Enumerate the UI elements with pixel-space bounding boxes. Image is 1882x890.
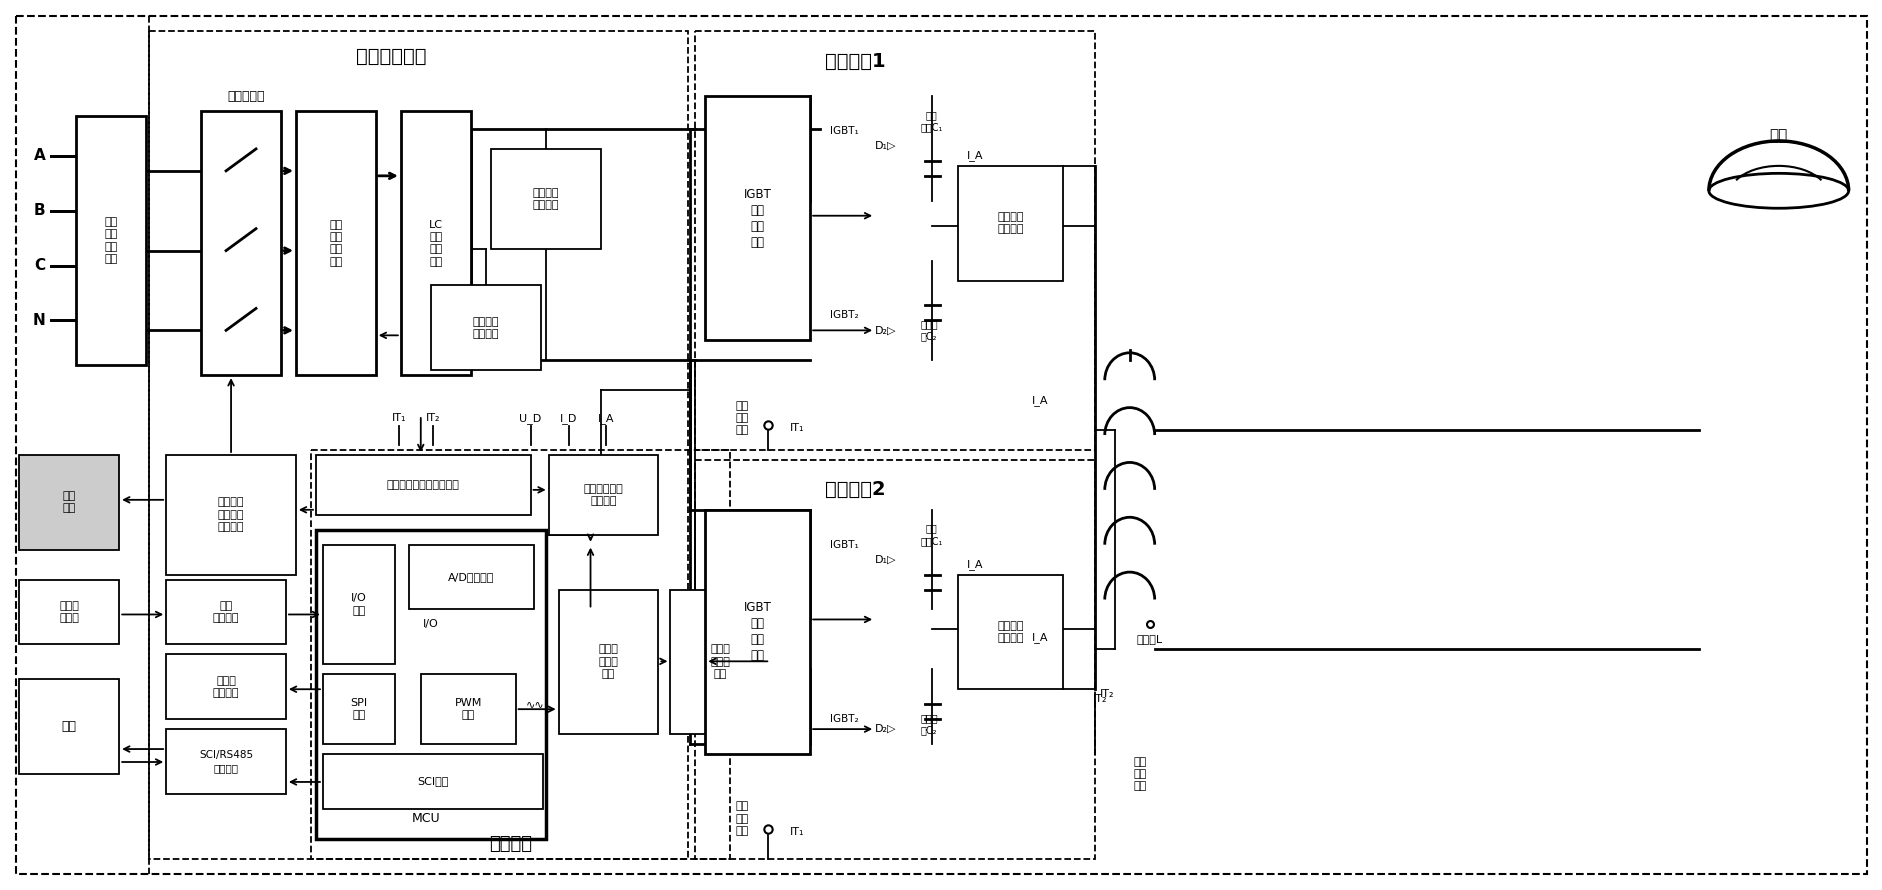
Text: 机芯
温度
探头: 机芯 温度 探头 [736, 801, 749, 837]
Bar [19, 579, 119, 644]
Text: 档位输
入电路: 档位输 入电路 [60, 601, 79, 623]
Text: I/O: I/O [423, 619, 439, 629]
Bar [706, 510, 809, 754]
Text: 直流电压
检测电路: 直流电压 检测电路 [472, 317, 499, 339]
Bar [77, 116, 147, 365]
Text: 三相
全桥
整流
电路: 三相 全桥 整流 电路 [329, 220, 343, 267]
Bar [706, 96, 809, 340]
Text: U_D: U_D [519, 413, 542, 424]
Bar [958, 575, 1061, 689]
Text: 机芯
温度
探头: 机芯 温度 探头 [736, 400, 749, 435]
Text: IT₂: IT₂ [1092, 694, 1107, 704]
Text: D₁▷: D₁▷ [875, 554, 896, 564]
Text: SPI
单元: SPI 单元 [350, 698, 367, 720]
Text: MCU: MCU [412, 813, 440, 825]
Text: 直流电流
检测电路: 直流电流 检测电路 [533, 188, 559, 210]
Text: 安全保
护控制
电路: 安全保 护控制 电路 [710, 644, 730, 679]
Bar [694, 31, 1093, 450]
Text: 功率模块2: 功率模块2 [824, 481, 885, 499]
Text: 高频电流
检测电路: 高频电流 检测电路 [997, 620, 1024, 643]
Bar [166, 579, 286, 644]
Text: 电源与风
扇继电器
控制电路: 电源与风 扇继电器 控制电路 [218, 498, 245, 532]
Text: LC
低通
滤波
电路: LC 低通 滤波 电路 [429, 220, 442, 267]
Text: I/O
单元: I/O 单元 [350, 594, 367, 616]
Text: 线圈盘L: 线圈盘L [1137, 635, 1163, 644]
Text: IT₁: IT₁ [790, 423, 804, 433]
Bar [670, 589, 770, 734]
Text: IT₁: IT₁ [391, 413, 407, 423]
Text: A: A [34, 149, 45, 164]
Text: 散热
风扇: 散热 风扇 [62, 490, 75, 513]
Text: 锅底
温度
探头: 锅底 温度 探头 [1133, 756, 1146, 791]
Text: IT₂: IT₂ [425, 413, 440, 423]
Bar [694, 460, 1093, 859]
Text: B: B [34, 203, 45, 218]
Text: 谐振
电容C₁: 谐振 电容C₁ [920, 109, 941, 133]
Text: 高频电流
检测电路: 高频电流 检测电路 [997, 212, 1024, 234]
Text: 硬件死
区控制
电路: 硬件死 区控制 电路 [598, 644, 617, 679]
Text: IGBT₁: IGBT₁ [830, 539, 858, 550]
Text: 功率模块1: 功率模块1 [824, 52, 885, 70]
Bar [316, 530, 546, 838]
Text: D₂▷: D₂▷ [875, 724, 896, 734]
Bar [322, 675, 395, 744]
Bar [316, 455, 531, 514]
Text: IT₂: IT₂ [1099, 689, 1114, 700]
Ellipse shape [1709, 174, 1848, 208]
Text: SCI单元: SCI单元 [416, 776, 448, 787]
Text: 谐振电
容C₂: 谐振电 容C₂ [920, 713, 937, 735]
Bar [491, 149, 600, 248]
Text: D₂▷: D₂▷ [875, 326, 896, 336]
Text: IGBT
隔高
驱动
电路: IGBT 隔高 驱动 电路 [743, 602, 772, 662]
Text: I_D: I_D [559, 413, 578, 424]
Text: 电源
干扰
抑制
电路: 电源 干扰 抑制 电路 [105, 217, 119, 264]
Bar [149, 31, 689, 859]
Text: I_A: I_A [1031, 394, 1048, 406]
Text: IT₁: IT₁ [790, 827, 804, 837]
Text: PWM
单元: PWM 单元 [454, 698, 482, 720]
Text: I_A: I_A [965, 559, 982, 570]
Text: ∿∿: ∿∿ [525, 700, 544, 709]
Text: I_A: I_A [965, 150, 982, 161]
Text: 锅具: 锅具 [1769, 128, 1786, 143]
Bar [295, 111, 376, 376]
Text: 主控模块: 主控模块 [489, 835, 533, 853]
Text: 隔高、滤波、
放大电路: 隔高、滤波、 放大电路 [583, 483, 623, 506]
Text: IGBT
隔高
驱动
电路: IGBT 隔高 驱动 电路 [743, 188, 772, 248]
Text: 谐振电
容C₂: 谐振电 容C₂ [920, 320, 937, 342]
Text: C: C [34, 258, 45, 273]
Text: 温度采样与滤波放大电路: 温度采样与滤波放大电路 [386, 480, 459, 490]
Bar [166, 654, 286, 719]
Text: D₁▷: D₁▷ [875, 141, 896, 151]
Bar [19, 455, 119, 550]
Text: 数码管
显示电路: 数码管 显示电路 [213, 676, 239, 698]
Bar [201, 111, 280, 376]
Bar [559, 589, 659, 734]
Bar [408, 545, 533, 610]
Text: SCI/RS485
转换电路: SCI/RS485 转换电路 [199, 750, 252, 773]
Text: 电源变换模块: 电源变换模块 [356, 46, 425, 66]
Bar [311, 450, 730, 859]
Text: N: N [34, 313, 45, 328]
Text: 光电
隔离电路: 光电 隔离电路 [213, 601, 239, 623]
Bar [431, 286, 540, 370]
Bar [19, 679, 119, 774]
Text: IGBT₂: IGBT₂ [830, 714, 858, 724]
Text: IGBT₁: IGBT₁ [830, 126, 858, 136]
Bar [958, 166, 1061, 280]
Bar [166, 729, 286, 794]
Text: 谐振
电容C₁: 谐振 电容C₁ [920, 523, 941, 546]
Text: 微机: 微机 [62, 720, 77, 732]
Bar [401, 111, 470, 376]
Text: I_A: I_A [1031, 632, 1048, 643]
Bar [548, 455, 659, 535]
Bar [322, 545, 395, 664]
Text: I_A: I_A [598, 413, 614, 424]
Text: 继电器开关: 继电器开关 [228, 90, 265, 102]
Bar [322, 754, 542, 809]
Bar [166, 455, 295, 575]
Text: IGBT₂: IGBT₂ [830, 311, 858, 320]
Text: A/D转换单元: A/D转换单元 [448, 572, 495, 582]
Bar [420, 675, 516, 744]
